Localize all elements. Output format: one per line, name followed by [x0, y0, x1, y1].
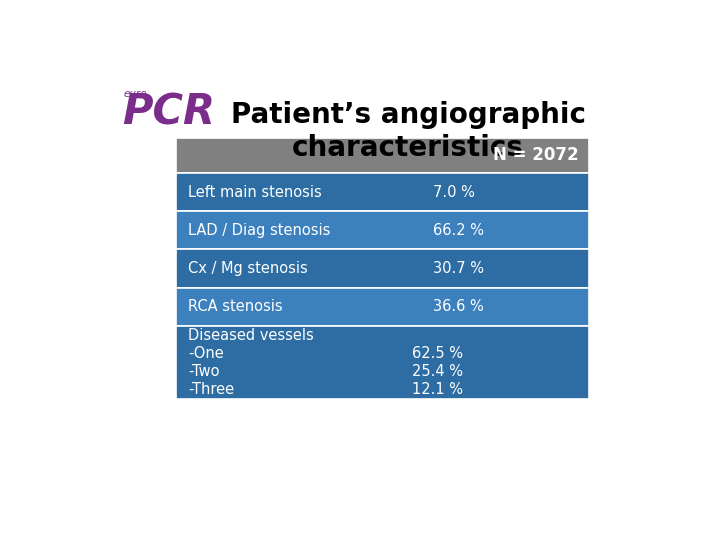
Text: Left main stenosis: Left main stenosis	[188, 185, 322, 200]
Text: Diseased vessels: Diseased vessels	[188, 328, 314, 342]
Text: -Two: -Two	[188, 364, 220, 379]
Text: 36.6 %: 36.6 %	[433, 299, 483, 314]
Text: RCA stenosis: RCA stenosis	[188, 299, 283, 314]
Bar	[176, 326, 590, 399]
Text: Patient’s angiographic: Patient’s angiographic	[230, 100, 585, 129]
Bar	[176, 211, 590, 249]
Text: euro: euro	[124, 89, 148, 99]
Text: 12.1 %: 12.1 %	[412, 382, 463, 397]
Text: PCR: PCR	[122, 92, 215, 133]
Text: LAD / Diag stenosis: LAD / Diag stenosis	[188, 223, 330, 238]
Text: Cx / Mg stenosis: Cx / Mg stenosis	[188, 261, 308, 276]
Text: characteristics: characteristics	[292, 134, 524, 162]
Text: 30.7 %: 30.7 %	[433, 261, 484, 276]
Text: -One: -One	[188, 346, 224, 361]
Text: -Three: -Three	[188, 382, 234, 397]
Text: 62.5 %: 62.5 %	[412, 346, 463, 361]
Bar	[176, 138, 590, 173]
Text: 66.2 %: 66.2 %	[433, 223, 484, 238]
Bar	[176, 173, 590, 211]
Text: 7.0 %: 7.0 %	[433, 185, 474, 200]
Text: 25.4 %: 25.4 %	[412, 364, 463, 379]
Text: N = 2072: N = 2072	[493, 146, 579, 164]
Bar	[176, 288, 590, 326]
Bar	[176, 249, 590, 288]
